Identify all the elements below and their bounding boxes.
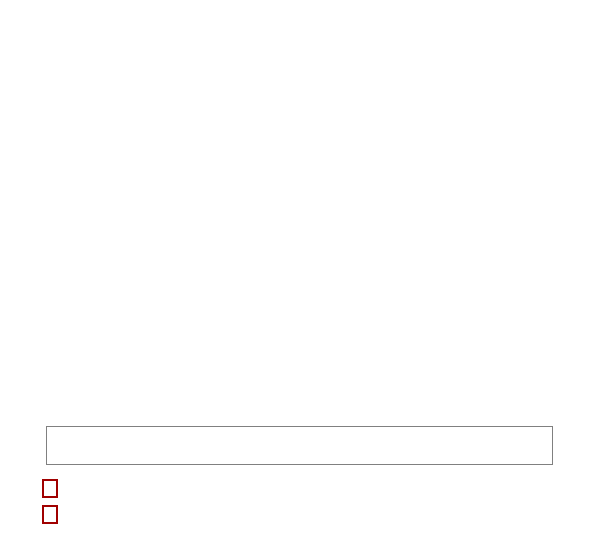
property-line-swatch xyxy=(56,438,94,441)
price-history-chart xyxy=(0,0,600,422)
sale-2-number-box xyxy=(42,505,58,524)
sale-1-number-box xyxy=(42,479,58,498)
sale-annotation-2 xyxy=(42,505,582,525)
chart-legend xyxy=(46,426,553,465)
hpi-line-swatch xyxy=(56,454,94,457)
legend-item-property xyxy=(56,431,552,447)
legend-item-hpi xyxy=(56,447,552,463)
sale-annotation-1 xyxy=(42,479,582,499)
